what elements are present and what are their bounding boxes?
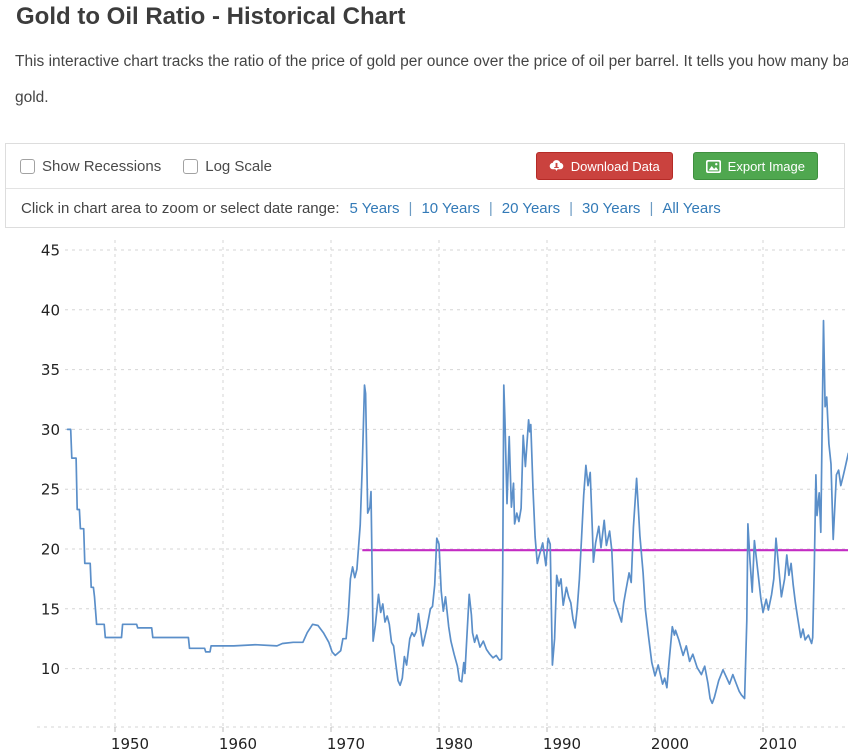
- log-scale-checkbox[interactable]: Log Scale: [183, 158, 272, 175]
- chart-toolbar-panel: Show Recessions Log Scale Download Data: [5, 143, 845, 228]
- x-axis-label: 1950: [111, 735, 149, 753]
- x-axis-label: 2000: [651, 735, 689, 753]
- date-range-row: Click in chart area to zoom or select da…: [6, 189, 844, 227]
- y-axis-label: 35: [41, 361, 60, 379]
- show-recessions-checkbox[interactable]: Show Recessions: [20, 158, 161, 175]
- ratio-line: [66, 319, 848, 705]
- range-link-all-years[interactable]: All Years: [662, 199, 721, 217]
- button-group: Download Data Export Image: [535, 152, 818, 180]
- show-recessions-label: Show Recessions: [42, 157, 162, 175]
- y-axis-label: 30: [41, 421, 60, 439]
- x-axis-label: 2010: [759, 735, 797, 753]
- range-link-30-years[interactable]: 30 Years: [582, 199, 641, 217]
- checkbox-icon[interactable]: [20, 158, 35, 174]
- page-title: Gold to Oil Ratio - Historical Chart: [16, 3, 406, 30]
- cloud-download-icon: [549, 159, 564, 173]
- gold-oil-ratio-chart[interactable]: 10 15 20 25 30 35 40 45 1950 1960 1970 1980 1990 2000…: [0, 230, 848, 753]
- y-axis-label: 20: [41, 541, 60, 559]
- download-data-label: Download Data: [570, 158, 660, 174]
- x-axis-label: 1960: [219, 735, 257, 753]
- y-axis-label: 40: [41, 301, 60, 319]
- x-axis-label: 1990: [543, 735, 581, 753]
- download-data-button[interactable]: Download Data: [535, 152, 673, 180]
- y-axis-label: 10: [41, 660, 60, 678]
- zoom-hint-text: Click in chart area to zoom or select da…: [21, 199, 340, 217]
- range-link-20-years[interactable]: 20 Years: [501, 199, 561, 217]
- log-scale-label: Log Scale: [205, 157, 272, 175]
- y-axis-label: 15: [41, 600, 60, 618]
- link-separator: |: [488, 199, 493, 217]
- link-separator: |: [408, 199, 413, 217]
- page-description: This interactive chart tracks the ratio …: [15, 44, 848, 116]
- panel-divider: [6, 188, 844, 189]
- checkbox-icon[interactable]: [183, 158, 199, 174]
- y-axis-label: 25: [41, 481, 60, 499]
- export-image-label: Export Image: [727, 158, 805, 174]
- image-icon: [705, 159, 721, 173]
- range-links: 5 Years | 10 Years | 20 Years | 30 Years…: [350, 200, 721, 217]
- x-axis-label: 1970: [327, 735, 365, 753]
- range-link-5-years[interactable]: 5 Years: [349, 199, 400, 217]
- y-axis-label: 45: [41, 242, 60, 260]
- link-separator: |: [569, 199, 574, 217]
- checkbox-group: Show Recessions Log Scale: [20, 158, 294, 175]
- x-axis-label: 1980: [435, 735, 473, 753]
- toolbar-row: Show Recessions Log Scale Download Data: [6, 144, 844, 188]
- link-separator: |: [649, 199, 654, 217]
- description-line-2: gold.: [15, 89, 49, 106]
- export-image-button[interactable]: Export Image: [692, 152, 818, 180]
- range-link-10-years[interactable]: 10 Years: [421, 199, 480, 217]
- description-line-1: This interactive chart tracks the ratio …: [15, 53, 848, 70]
